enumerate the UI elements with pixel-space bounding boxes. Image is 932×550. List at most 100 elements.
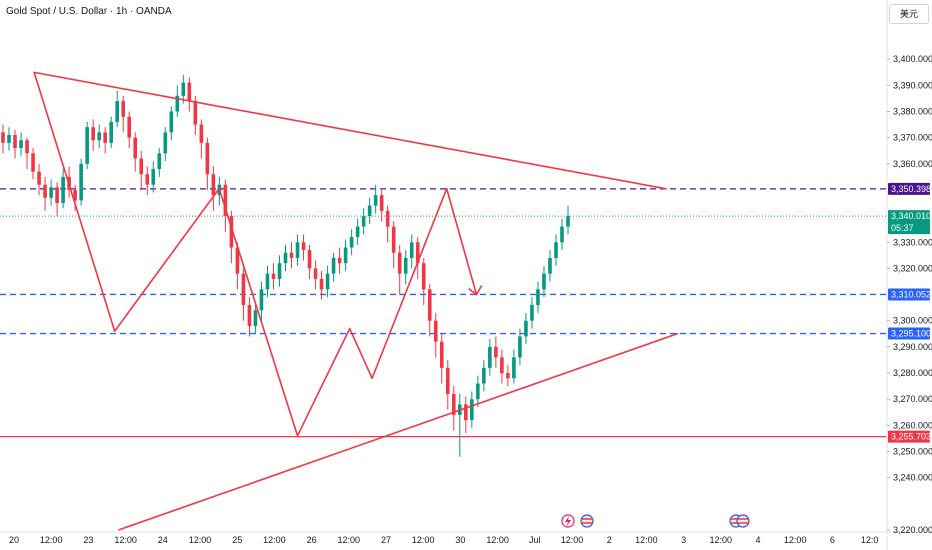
price-tick-label: 3,250.000 (893, 447, 932, 457)
candle-body (151, 169, 156, 185)
candle-body (506, 373, 510, 379)
price-tick-label: 3,380.000 (893, 106, 932, 116)
price-tag (888, 182, 930, 195)
candle-body (319, 278, 324, 290)
price-tag-label: 3,350.398 (891, 184, 931, 194)
time-tick-label: 27 (381, 535, 391, 545)
candle-body (445, 367, 450, 394)
candle-body (49, 187, 53, 198)
candle-body (139, 158, 144, 175)
horizontal-levels (0, 188, 886, 438)
candle-body (391, 226, 396, 253)
candle-body (566, 216, 570, 227)
candle-body (223, 184, 228, 217)
candle-body (229, 216, 234, 248)
candle-body (73, 189, 77, 201)
candle-body (313, 268, 318, 279)
candle-body (301, 242, 306, 251)
candle-body (181, 82, 186, 96)
candle-body (518, 336, 522, 358)
price-tag-label: 3,340.010 (891, 211, 931, 221)
price-tag-label: 3,295.100 (891, 329, 931, 339)
candle-body (31, 153, 35, 172)
candle-body (476, 383, 480, 400)
candle-body (482, 367, 486, 384)
candle-body (175, 95, 180, 112)
candle-body (494, 346, 498, 358)
candle-body (542, 273, 546, 290)
candle-body (307, 250, 312, 269)
candle-body (427, 289, 432, 321)
time-tick-label: 23 (83, 535, 93, 545)
candle-body (109, 121, 113, 143)
candle-body (7, 135, 11, 143)
price-tick-label: 3,330.000 (893, 237, 932, 247)
time-tick-label: 20 (9, 535, 19, 545)
candle-body (349, 237, 354, 248)
candle-body (355, 226, 360, 238)
time-tick-label: 4 (755, 535, 760, 545)
candle-body (385, 210, 390, 227)
candle-body (512, 357, 516, 379)
price-tag-label: 3,310.052 (891, 289, 931, 299)
candle-body (253, 310, 258, 326)
price-tag (888, 430, 930, 443)
event-icons[interactable] (561, 514, 750, 528)
us-flag-event-icon[interactable] (736, 514, 750, 528)
chart-title: Gold Spot / U.S. Dollar · 1h · OANDA (6, 6, 172, 17)
candle-body (115, 101, 120, 122)
candle-body (211, 174, 216, 196)
candle-body (103, 132, 107, 143)
candle-body (199, 124, 204, 143)
time-tick-label: 12:00 (710, 535, 733, 545)
candle-body (331, 257, 336, 274)
candle-body (560, 226, 564, 243)
time-tick-label: 24 (158, 535, 168, 545)
candle-body (271, 273, 276, 279)
candle-body (157, 153, 162, 170)
price-tick-label: 3,290.000 (893, 342, 932, 352)
drawings (33, 71, 679, 531)
price-tick-label: 3,270.000 (893, 394, 932, 404)
lightning-glyph (565, 516, 571, 527)
candle-body (403, 257, 408, 274)
candle-body (554, 242, 558, 258)
candle-body (325, 273, 330, 290)
candle-body (379, 195, 384, 211)
candle-body (295, 242, 300, 258)
price-axis[interactable]: 3,400.000 3,390.000 3,380.000 3,370.000 3,36… (887, 54, 932, 535)
candle-body (415, 242, 420, 264)
currency-button[interactable]: 美元 (889, 4, 929, 24)
candlesticks (1, 74, 570, 457)
candle-body (536, 289, 540, 306)
pattern-projection-path (33, 71, 478, 437)
candle-body (397, 252, 402, 274)
price-tick-label: 3,360.000 (893, 159, 932, 169)
candle-body (367, 205, 372, 217)
time-tick-label: 25 (232, 535, 242, 545)
candle-body (409, 242, 414, 258)
lightning-event-icon[interactable] (561, 514, 575, 528)
price-tag (888, 210, 930, 235)
candle-body (79, 163, 83, 201)
candle-body (241, 273, 246, 306)
candle-body (61, 176, 65, 204)
price-tick-label: 3,300.000 (893, 316, 932, 326)
time-tick-label: 3 (681, 535, 686, 545)
candle-body (205, 142, 210, 175)
countdown-label: 05:37 (891, 223, 914, 233)
time-axis[interactable]: 20 12:00 23 12:00 24 12:00 25 12:00 26 12:00 27 12:… (9, 535, 878, 545)
candle-body (85, 127, 89, 164)
candle-body (277, 263, 282, 279)
price-tag (888, 327, 930, 340)
us-flag-event-icon[interactable] (580, 514, 594, 528)
candle-body (187, 82, 192, 102)
candle-body (43, 184, 47, 198)
candle-body (133, 137, 138, 159)
time-tick-label: 12:00 (561, 535, 584, 545)
price-tick-label: 3,400.000 (893, 54, 932, 64)
candle-body (1, 132, 5, 143)
time-tick-label: 30 (455, 535, 465, 545)
